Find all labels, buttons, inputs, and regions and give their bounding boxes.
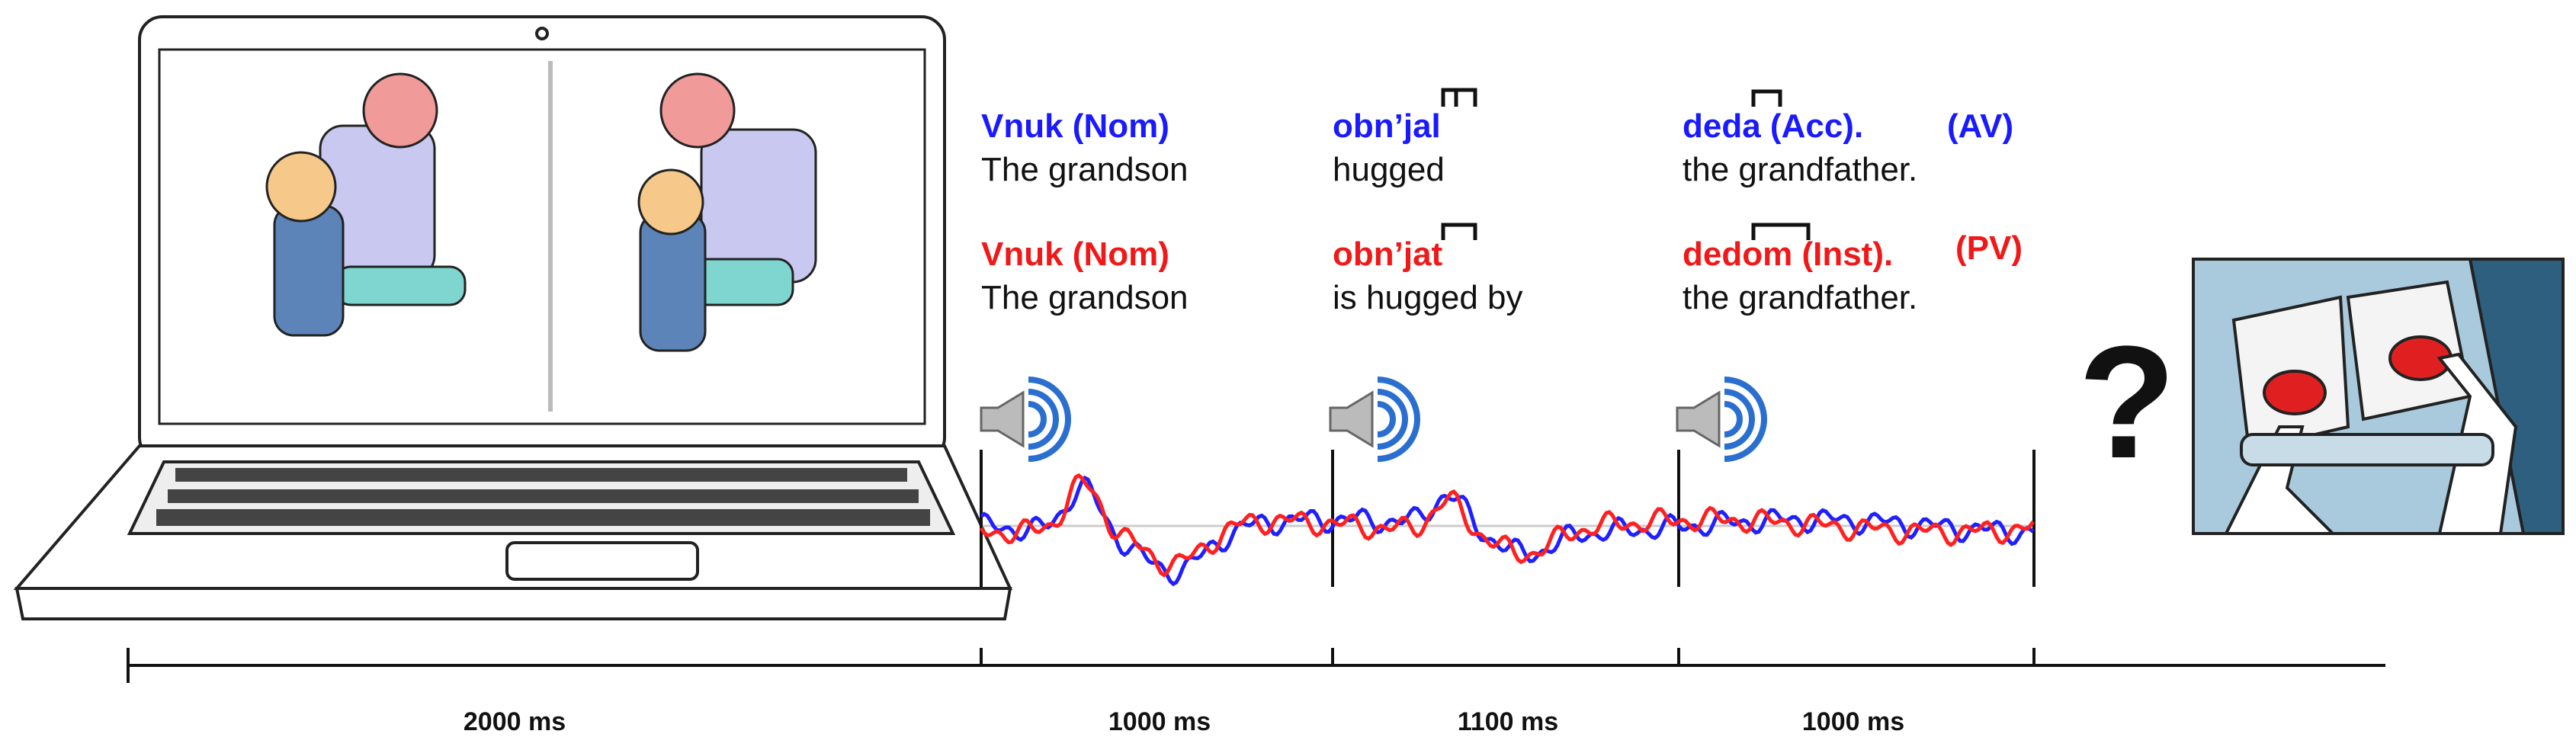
duration-label: 1000 ms — [1108, 707, 1211, 736]
keyboard-keys — [156, 468, 930, 526]
russian-word: obn’jal — [1333, 107, 1441, 145]
sound-wave — [1377, 401, 1396, 438]
duration-label: 1100 ms — [1458, 707, 1558, 736]
speaker-icon — [1676, 390, 1721, 448]
sound-wave — [1724, 377, 1767, 462]
sentences: Vnuk (Nom) The grandson obn’jal hugged deda … — [464, 107, 2023, 736]
timeline — [127, 648, 2385, 683]
brackets — [1441, 88, 1811, 240]
russian-word: dedom (Inst). — [1683, 236, 1893, 273]
russian-word: Vnuk (Nom) — [981, 107, 1169, 145]
english-gloss: The grandson — [981, 151, 1189, 188]
response-buttons — [2192, 258, 2565, 535]
sound-wave — [1377, 389, 1408, 450]
russian-word: Vnuk (Nom) — [981, 236, 1169, 273]
erp-waves — [979, 450, 2035, 587]
sound-wave — [1377, 377, 1420, 462]
sound-wave — [1724, 389, 1755, 450]
duration-label: 1000 ms — [1802, 707, 1904, 736]
sound-wave — [1028, 377, 1071, 462]
erp-trace — [979, 473, 2035, 578]
sound-wave — [1028, 389, 1059, 450]
russian-word: deda (Acc). — [1683, 107, 1863, 145]
question-mark: ? — [2078, 312, 2176, 492]
english-gloss: hugged — [1333, 151, 1445, 188]
sound-wave — [1028, 401, 1047, 438]
sound-wave — [1724, 401, 1743, 438]
speaker-icon — [1329, 390, 1374, 448]
russian-word: obn’jat — [1333, 236, 1443, 273]
voice-label: (PV) — [1955, 229, 2023, 267]
english-gloss: The grandson — [981, 279, 1189, 316]
english-gloss: is hugged by — [1333, 279, 1523, 316]
english-gloss: the grandfather. — [1683, 279, 1917, 316]
picture-left — [265, 72, 467, 337]
english-gloss: the grandfather. — [1683, 151, 1917, 188]
erp-trace — [980, 475, 2035, 587]
picture-right — [637, 72, 817, 352]
duration-label: 2000 ms — [464, 707, 566, 736]
speakers — [980, 377, 1767, 462]
voice-label: (AV) — [1947, 107, 2013, 145]
speaker-icon — [980, 390, 1025, 448]
laptop — [13, 15, 1013, 620]
